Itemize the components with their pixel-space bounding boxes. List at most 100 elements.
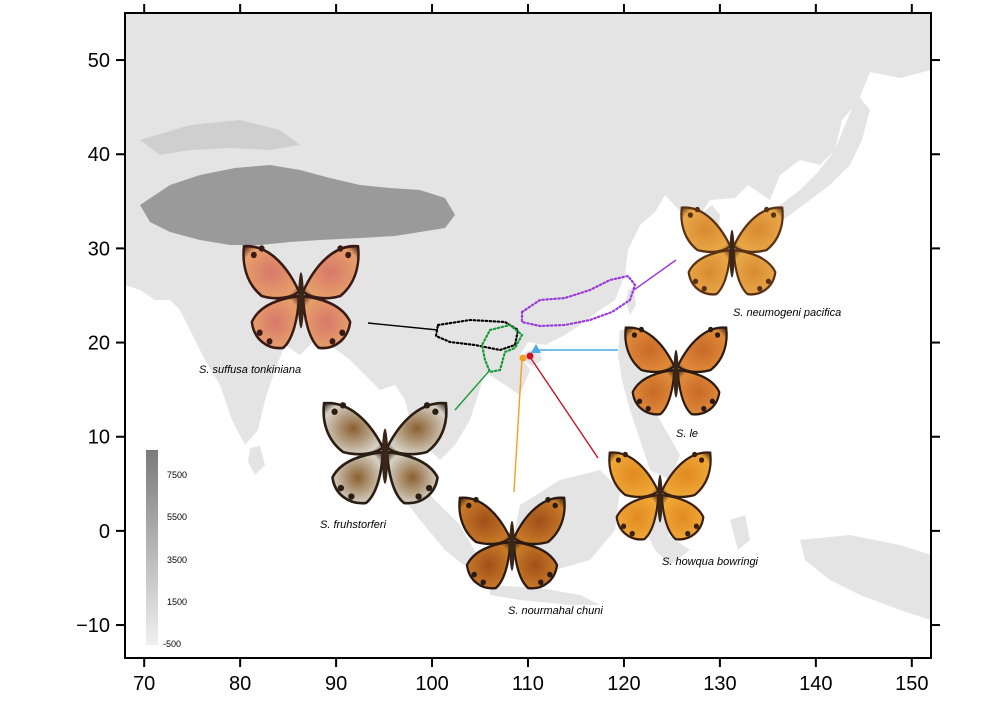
butterfly-fruhstorferi-spot-7 [415, 493, 422, 500]
butterfly-nourmahal-chuni-wing-3 [512, 540, 559, 590]
x-tick-label-140: 140 [799, 673, 832, 695]
butterfly-suffusa-tonkiniana-wing-0 [242, 244, 301, 300]
butterfly-neumogeni-pacifica-spot-2 [771, 212, 777, 218]
butterfly-neumogeni-pacifica-spot-0 [687, 212, 693, 218]
butterfly-nourmahal-chuni-spot-3 [545, 496, 551, 503]
butterfly-fruhstorferi-spot-0 [331, 408, 338, 415]
butterfly-howqua-bowringi-spot-1 [622, 451, 628, 458]
butterfly-howqua-bowringi-spot-2 [699, 457, 705, 463]
butterfly-fruhstorferi-wing-3 [385, 450, 439, 505]
butterfly-nourmahal-chuni-spot-1 [473, 496, 479, 503]
connector-howqua [529, 356, 599, 459]
butterfly-fruhstorferi-wing-0 [322, 401, 385, 456]
y-tick-label--10: −10 [76, 615, 110, 637]
butterfly-le-spot-1 [638, 326, 644, 333]
occurrence-points [519, 344, 541, 362]
x-tick-label-150: 150 [895, 673, 928, 695]
label-howqua-bowringi: S. howqua bowringi [662, 556, 759, 568]
label-fruhstorferi: S. fruhstorferi [320, 519, 387, 531]
butterfly-neumogeni-pacifica-spot-1 [694, 206, 700, 213]
butterfly-fruhstorferi-body [381, 428, 389, 484]
range-fruhstorferi [480, 323, 524, 374]
butterfly-nourmahal-chuni-wing-2 [465, 540, 512, 590]
butterfly-neumogeni-pacifica-wing-3 [732, 248, 777, 296]
x-tick-label-110: 110 [512, 673, 544, 695]
legend-label-3500: 3500 [167, 555, 187, 565]
butterfly-le-spot-4 [637, 398, 643, 405]
axis-ticks: 70 80 90 100 110 120 130 140 150 −10 0 10 20 30 40 50 [76, 4, 940, 695]
butterfly-le-spot-3 [708, 326, 714, 333]
butterfly-neumogeni-pacifica-spot-5 [701, 285, 707, 292]
butterfly-howqua-bowringi-spot-5 [629, 530, 635, 537]
legend-label-5500: 5500 [167, 512, 187, 522]
butterfly-howqua-bowringi-spot-6 [693, 523, 699, 530]
butterfly-fruhstorferi-wing-1 [385, 401, 448, 456]
elevation-colorbar [146, 450, 158, 645]
moluccas-islands [730, 515, 750, 550]
butterfly-neumogeni-pacifica [680, 206, 784, 296]
butterfly-suffusa-tonkiniana-spot-3 [337, 245, 344, 252]
butterfly-nourmahal-chuni-spot-2 [552, 502, 558, 509]
x-tick-label-120: 120 [607, 673, 640, 695]
butterfly-neumogeni-pacifica-spot-3 [764, 206, 770, 213]
butterfly-suffusa-tonkiniana-body [298, 272, 304, 329]
butterfly-fruhstorferi-spot-6 [425, 484, 433, 492]
y-tick-label-0: 0 [99, 521, 110, 543]
legend-label-1500: 1500 [167, 597, 187, 607]
butterfly-suffusa-tonkiniana-spot-0 [250, 251, 257, 259]
elevation-legend: 7500 5500 3500 1500 -500 [146, 450, 187, 649]
butterfly-suffusa-tonkiniana-wing-1 [301, 244, 360, 300]
label-nourmahal-chuni: S. nourmahal chuni [508, 605, 603, 617]
range-neumogeni-pacifica [520, 274, 637, 328]
butterfly-suffusa-tonkiniana-wing-3 [301, 294, 352, 350]
label-neumogeni-pacifica: S. neumogeni pacifica [733, 307, 841, 319]
butterfly-le-spot-6 [709, 398, 715, 405]
butterfly-le-spot-2 [715, 332, 721, 338]
butterfly-howqua-bowringi-spot-0 [615, 457, 621, 463]
butterfly-suffusa-tonkiniana-spot-1 [258, 245, 265, 252]
label-le: S. le [676, 428, 698, 440]
butterfly-fruhstorferi-spot-3 [423, 402, 431, 409]
butterfly-nourmahal-chuni [458, 496, 566, 590]
butterfly-fruhstorferi-wing-2 [331, 450, 385, 505]
distribution-ranges [434, 274, 637, 374]
butterfly-neumogeni-pacifica-wing-2 [687, 248, 732, 296]
butterfly-nourmahal-chuni-spot-7 [538, 579, 544, 586]
connector-nourmahal [513, 357, 523, 493]
butterfly-le-spot-5 [645, 405, 651, 412]
butterfly-fruhstorferi [322, 401, 448, 505]
butterfly-le [624, 326, 728, 416]
y-tick-label-10: 10 [88, 427, 110, 449]
new-guinea-island [800, 535, 931, 620]
butterfly-suffusa-tonkiniana-spot-5 [266, 338, 273, 345]
butterfly-neumogeni-pacifica-spot-4 [693, 278, 699, 285]
y-tick-label-20: 20 [88, 333, 110, 355]
butterfly-howqua-bowringi-wing-2 [615, 493, 660, 541]
marker-nourmahal-dot [519, 354, 527, 362]
butterfly-fruhstorferi-spot-2 [432, 408, 439, 415]
butterfly-howqua-bowringi-spot-4 [621, 523, 627, 530]
land-layer [125, 13, 931, 620]
butterfly-le-body [673, 349, 679, 398]
connector-suffusa [367, 322, 439, 331]
butterfly-le-spot-0 [631, 332, 637, 338]
taiwan-island [626, 288, 636, 315]
butterfly-howqua-bowringi-spot-7 [685, 530, 691, 537]
butterfly-suffusa-tonkiniana-wing-2 [250, 294, 301, 350]
butterfly-suffusa-tonkiniana-spot-7 [329, 338, 336, 345]
butterfly-fruhstorferi-spot-5 [348, 493, 355, 500]
legend-label-minus500: -500 [163, 639, 181, 649]
borneo-island [515, 470, 620, 570]
range-suffusa-tonkiniana [434, 318, 520, 352]
butterfly-le-spot-7 [701, 405, 707, 412]
butterfly-nourmahal-chuni-spot-5 [480, 579, 486, 586]
butterfly-neumogeni-pacifica-body [729, 229, 735, 278]
java-island [490, 585, 600, 605]
butterfly-fruhstorferi-spot-4 [337, 484, 345, 492]
y-tick-label-30: 30 [88, 238, 110, 260]
connector-fruhstorferi [454, 369, 491, 411]
marker-le-triangle [531, 344, 541, 353]
y-tick-label-50: 50 [88, 50, 110, 72]
marker-howqua-dot [526, 352, 534, 360]
